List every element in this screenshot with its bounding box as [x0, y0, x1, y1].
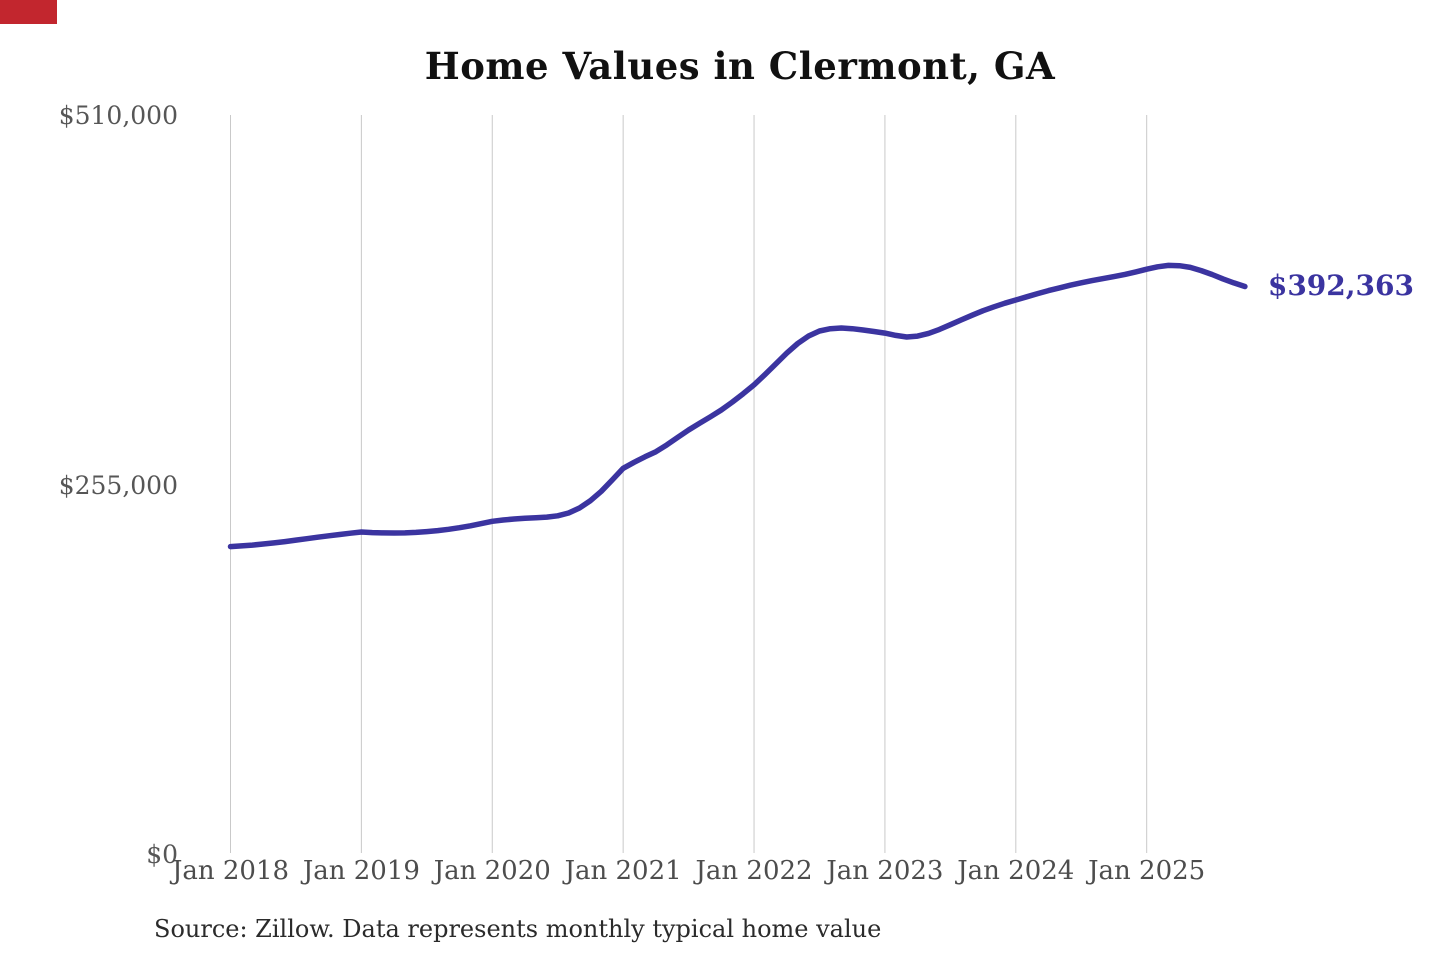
vertical-gridlines	[230, 115, 1148, 853]
x-tick-label: Jan 2022	[695, 856, 813, 886]
y-tick-label: $510,000	[58, 101, 178, 130]
current-value-label: $392,363	[1267, 269, 1414, 303]
y-tick-label: $0	[146, 840, 178, 869]
x-tick-label: Jan 2020	[433, 856, 551, 886]
home-value-line	[227, 262, 1248, 550]
x-tick-label: Jan 2019	[302, 856, 420, 886]
x-tick-label: Jan 2021	[564, 856, 682, 886]
x-tick-label: Jan 2024	[957, 856, 1075, 886]
x-tick-label: Jan 2025	[1088, 856, 1206, 886]
chart-title: Home Values in Clermont, GA	[424, 44, 1056, 88]
x-tick-label: Jan 2023	[826, 856, 944, 886]
y-tick-label: $255,000	[58, 470, 178, 500]
source-note: Source: Zillow. Data represents monthly …	[154, 915, 882, 943]
corner-mark	[0, 0, 57, 24]
x-tick-label: Jan 2018	[171, 856, 290, 886]
